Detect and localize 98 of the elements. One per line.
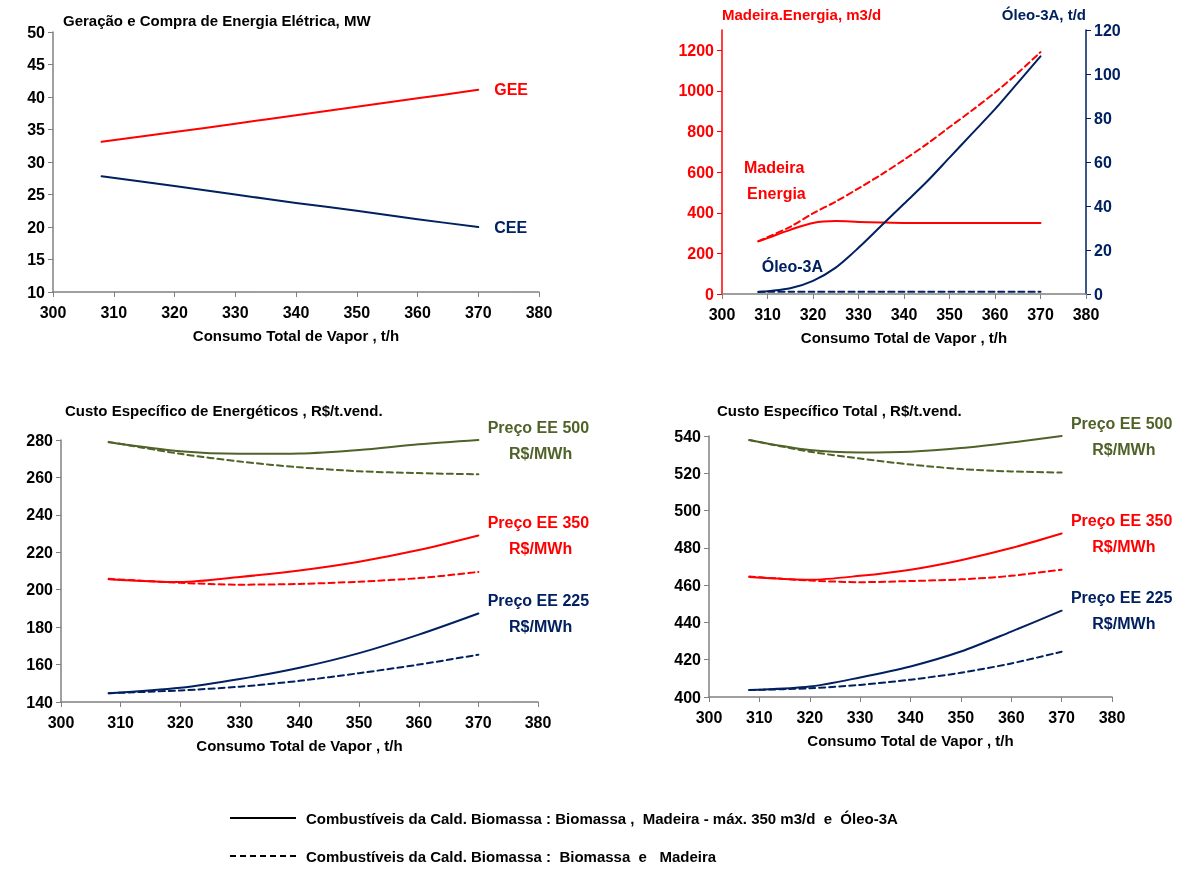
x-axis-title: Consumo Total de Vapor , t/h xyxy=(800,329,1008,346)
x-tick-label: 380 xyxy=(1072,305,1100,323)
x-tick-label: 310 xyxy=(746,708,773,726)
x-tick-label: 320 xyxy=(161,303,188,321)
x-tick-label: 300 xyxy=(708,305,736,323)
chart-title: Geração e Compra de Energia Elétrica, MW xyxy=(63,12,372,29)
y-axis-title: Madeira.Energia, m3/d xyxy=(722,6,882,23)
y2-tick-label: 120 xyxy=(1094,21,1121,39)
y-tick-label: 1200 xyxy=(678,41,715,59)
x-axis-title: Consumo Total de Vapor , t/h xyxy=(192,327,400,344)
series-label: Preço EE 350 R$/MWh xyxy=(487,513,590,557)
x-tick-label: 310 xyxy=(107,713,135,731)
x-tick-label: 340 xyxy=(286,713,313,731)
y-tick-label: 420 xyxy=(674,651,702,669)
y-tick-label: 600 xyxy=(687,163,715,181)
series-label: Preço EE 500 R$/MWh xyxy=(1070,414,1173,458)
x-tick-label: 370 xyxy=(1048,708,1076,726)
chart-title: Custo Específico Total , R$/t.vend. xyxy=(717,402,962,419)
legend-label: Madeira Energia xyxy=(743,158,809,202)
y-tick-label: 140 xyxy=(26,693,54,711)
x-tick-label: 360 xyxy=(981,305,1009,323)
y2-tick-label: 100 xyxy=(1094,65,1121,83)
y-tick-label: 460 xyxy=(674,576,702,594)
x-axis-title: Consumo Total de Vapor , t/h xyxy=(196,737,403,754)
y-tick-label: 220 xyxy=(26,543,54,561)
y2-tick-label: 80 xyxy=(1094,109,1112,127)
x-tick-label: 370 xyxy=(464,303,492,321)
y-tick-label: 15 xyxy=(27,251,46,268)
x-tick-label: 350 xyxy=(936,305,963,323)
x-tick-label: 330 xyxy=(846,708,874,726)
x-tick-label: 370 xyxy=(465,713,492,731)
line-series xyxy=(100,175,480,228)
y-tick-label: 20 xyxy=(27,218,46,236)
x-tick-label: 340 xyxy=(282,303,310,321)
line-series xyxy=(100,88,480,143)
y-tick-label: 480 xyxy=(674,539,702,557)
y-tick-label: 800 xyxy=(687,123,715,141)
series-label: Preço EE 500 R$/MWh xyxy=(487,418,590,462)
x-tick-label: 320 xyxy=(796,708,824,726)
y-tick-label: 45 xyxy=(27,56,46,73)
y-tick-label: 400 xyxy=(674,688,702,706)
y-tick-label: 40 xyxy=(27,88,46,106)
x-tick-label: 340 xyxy=(890,305,918,323)
y-tick-label: 540 xyxy=(674,427,702,445)
x-tick-label: 310 xyxy=(754,305,781,323)
y-tick-label: 0 xyxy=(705,285,715,303)
x-tick-label: 360 xyxy=(405,713,433,731)
y-tick-label: 1000 xyxy=(678,82,715,100)
x-tick-label: 340 xyxy=(897,708,924,726)
y-tick-label: 240 xyxy=(26,506,54,524)
x-tick-label: 350 xyxy=(345,713,373,731)
x-tick-label: 310 xyxy=(100,303,128,321)
y2-tick-label: 20 xyxy=(1094,241,1112,259)
y-tick-label: 260 xyxy=(26,468,54,486)
x-tick-label: 360 xyxy=(404,303,431,321)
y-tick-label: 35 xyxy=(27,121,46,138)
x-tick-label: 370 xyxy=(1027,305,1054,323)
x-tick-label: 350 xyxy=(343,303,371,321)
y-tick-label: 180 xyxy=(26,618,54,636)
y-tick-label: 25 xyxy=(27,186,46,203)
x-tick-label: 330 xyxy=(226,713,254,731)
y2-axis-title: Óleo-3A, t/d xyxy=(1001,6,1086,23)
series-label: Preço EE 225 R$/MWh xyxy=(487,591,590,635)
y-tick-label: 440 xyxy=(674,613,702,631)
x-tick-label: 350 xyxy=(947,708,975,726)
x-tick-label: 320 xyxy=(799,305,827,323)
series-label: CEE xyxy=(494,218,528,236)
y-tick-label: 10 xyxy=(27,283,46,301)
x-tick-label: 300 xyxy=(39,303,67,321)
y-tick-label: 500 xyxy=(674,502,702,520)
x-tick-label: 360 xyxy=(997,708,1025,726)
y2-tick-label: 0 xyxy=(1094,285,1103,303)
series-label: Preço EE 225 R$/MWh xyxy=(1070,589,1173,633)
x-tick-label: 300 xyxy=(695,708,723,726)
y-tick-label: 280 xyxy=(26,431,54,449)
series-label: Preço EE 350 R$/MWh xyxy=(1070,512,1173,555)
y-tick-label: 30 xyxy=(27,153,46,171)
x-axis-title: Consumo Total de Vapor , t/h xyxy=(807,732,1014,749)
series-label: GEE xyxy=(494,81,529,99)
y-tick-label: 200 xyxy=(687,244,715,262)
x-tick-label: 330 xyxy=(845,305,872,323)
x-tick-label: 380 xyxy=(525,303,553,321)
y-tick-label: 50 xyxy=(27,23,46,41)
y-tick-label: 200 xyxy=(26,581,54,599)
y-tick-label: 160 xyxy=(26,656,54,674)
x-tick-label: 330 xyxy=(221,303,249,321)
series-label: Óleo-3A xyxy=(761,256,824,275)
y2-tick-label: 60 xyxy=(1094,153,1112,171)
text: Combustíveis da Cald. Biomassa : Biomassa e Madeira xyxy=(306,847,717,865)
x-tick-label: 380 xyxy=(1098,708,1126,726)
x-tick-label: 300 xyxy=(47,713,75,731)
text: Combustíveis da Cald. Biomassa : Biomassa , Madeira - máx. 350 m3/d e Óleo-3A xyxy=(306,809,898,827)
y-tick-label: 400 xyxy=(687,204,715,222)
y2-tick-label: 40 xyxy=(1094,197,1112,215)
x-tick-label: 380 xyxy=(524,713,552,731)
x-tick-label: 320 xyxy=(166,713,194,731)
y-tick-label: 520 xyxy=(674,464,702,482)
chart-title: Custo Específico de Energéticos , R$/t.vend. xyxy=(65,402,383,419)
